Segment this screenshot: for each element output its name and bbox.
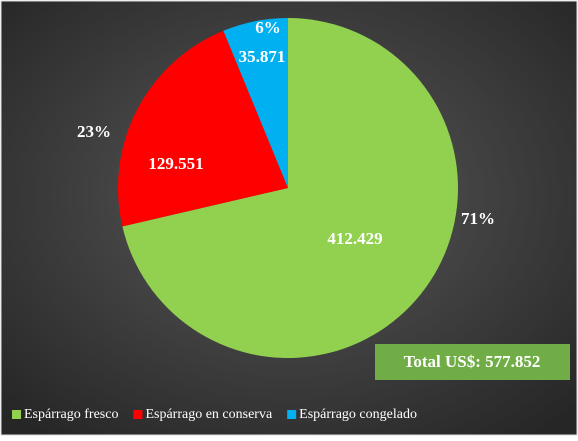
value-label: 412.429 <box>327 229 382 248</box>
percentage-label: 6% <box>255 18 281 37</box>
pie-slice <box>223 18 288 188</box>
legend-swatch <box>133 410 143 419</box>
legend-label: Espárrago en conserva <box>145 407 273 422</box>
legend-swatch <box>287 410 297 419</box>
pie-slice <box>118 30 288 227</box>
value-label: 35.871 <box>239 47 286 66</box>
percentage-label: 23% <box>77 122 111 141</box>
total-label: Total US$: 577.852 <box>404 352 541 371</box>
percentage-label: 71% <box>461 209 495 228</box>
legend-label: Espárrago congelado <box>299 407 417 422</box>
total-box <box>375 344 570 380</box>
legend-label: Espárrago fresco <box>24 407 118 422</box>
value-label: 129.551 <box>148 154 203 173</box>
pie-slice <box>122 18 458 359</box>
legend-swatch <box>12 410 21 419</box>
